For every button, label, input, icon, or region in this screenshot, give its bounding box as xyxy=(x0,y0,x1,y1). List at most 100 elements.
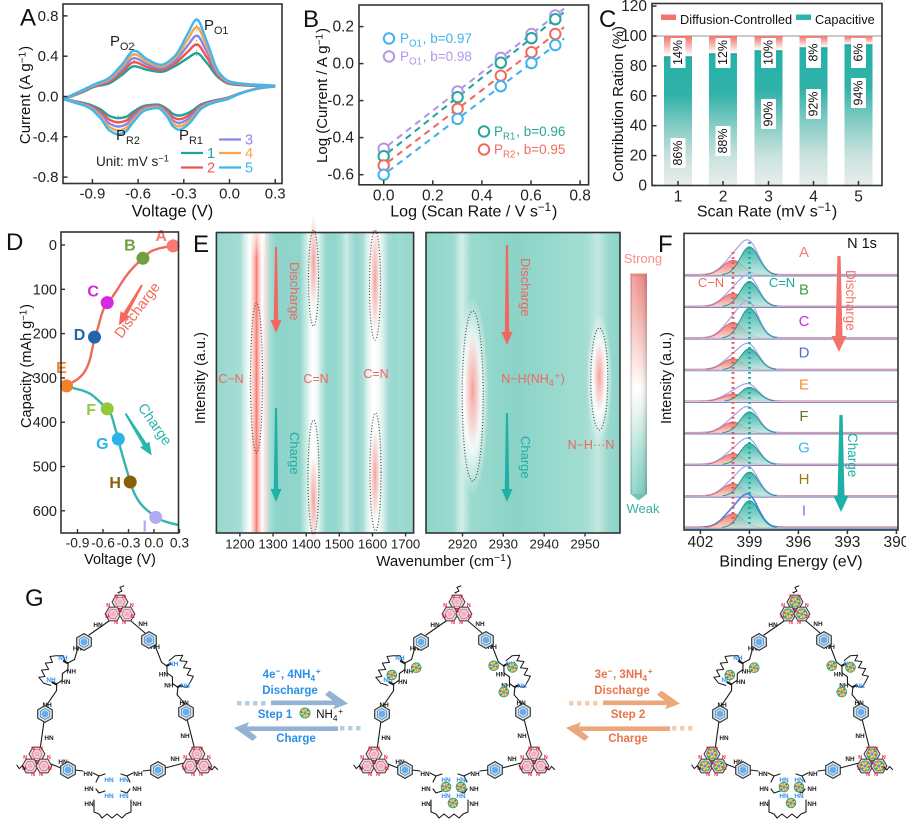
svg-text:HN: HN xyxy=(58,759,68,766)
svg-text:PO2: PO2 xyxy=(110,33,135,53)
svg-text:N: N xyxy=(536,772,540,778)
svg-text:HN: HN xyxy=(119,793,129,800)
svg-text:0.6: 0.6 xyxy=(520,187,542,204)
svg-text:Step 1: Step 1 xyxy=(258,709,293,721)
svg-text:Discharge: Discharge xyxy=(112,280,164,342)
svg-text:2920: 2920 xyxy=(448,537,477,552)
svg-text:399: 399 xyxy=(736,534,762,551)
svg-text:PR1 , b=0.96: PR1 , b=0.96 xyxy=(494,124,565,142)
svg-text:-0.2: -0.2 xyxy=(327,93,354,110)
svg-text:Discharge: Discharge xyxy=(843,270,858,331)
svg-text:-0.8: -0.8 xyxy=(33,169,59,186)
svg-text:HN: HN xyxy=(421,786,431,793)
svg-text:C: C xyxy=(799,313,810,330)
svg-text:H: H xyxy=(799,471,810,488)
svg-text:NH: NH xyxy=(379,702,389,709)
svg-text:2950: 2950 xyxy=(570,537,599,552)
svg-text:N: N xyxy=(698,755,702,761)
svg-text:100: 100 xyxy=(33,282,57,298)
svg-text:Discharge: Discharge xyxy=(518,258,533,317)
svg-text:N: N xyxy=(384,755,388,761)
svg-text:NH: NH xyxy=(469,786,479,793)
svg-text:N: N xyxy=(442,614,446,620)
svg-text:NH: NH xyxy=(826,644,836,651)
svg-text:N: N xyxy=(372,760,376,766)
svg-text:Intensity (a.u.): Intensity (a.u.) xyxy=(659,332,675,424)
svg-text:HN: HN xyxy=(420,771,430,778)
svg-text:C−N: C−N xyxy=(698,275,724,290)
svg-text:0: 0 xyxy=(638,178,647,195)
svg-text:A: A xyxy=(155,228,167,245)
svg-text:I: I xyxy=(142,518,146,535)
svg-text:0.4: 0.4 xyxy=(471,187,493,204)
svg-text:N: N xyxy=(710,760,714,766)
svg-text:120: 120 xyxy=(621,0,647,15)
svg-text:N: N xyxy=(455,608,459,614)
svg-text:Contribution Ration (%): Contribution Ration (%) xyxy=(610,26,627,182)
svg-text:Capacitive: Capacitive xyxy=(815,12,875,27)
svg-text:N: N xyxy=(451,620,455,626)
svg-text:0.0: 0.0 xyxy=(373,187,395,204)
svg-text:Log (Current / A g−1 ): Log (Current / A g−1 ) xyxy=(314,28,331,163)
svg-text:NH: NH xyxy=(46,677,56,684)
svg-text:2: 2 xyxy=(207,161,215,177)
svg-text:Diffusion-Controlled: Diffusion-Controlled xyxy=(680,12,792,27)
svg-text:N: N xyxy=(199,747,203,753)
svg-text:NH: NH xyxy=(517,683,527,690)
svg-text:NH: NH xyxy=(151,644,161,651)
svg-text:14%: 14% xyxy=(671,40,685,65)
svg-text:Charge: Charge xyxy=(518,436,533,479)
svg-text:86%: 86% xyxy=(671,140,685,165)
svg-text:N: N xyxy=(39,772,43,778)
svg-text:NH: NH xyxy=(507,756,517,763)
svg-text:N: N xyxy=(106,603,110,609)
svg-text:NH: NH xyxy=(721,677,731,684)
svg-text:Discharge: Discharge xyxy=(594,685,650,697)
svg-text:N: N xyxy=(376,772,380,778)
svg-text:Voltage (V): Voltage (V) xyxy=(132,203,214,221)
svg-text:D: D xyxy=(6,229,23,256)
svg-text:100: 100 xyxy=(621,28,647,45)
svg-text:A: A xyxy=(20,5,36,32)
svg-text:HN: HN xyxy=(456,777,466,784)
svg-text:E: E xyxy=(193,231,209,258)
svg-text:NH: NH xyxy=(475,621,485,628)
svg-text:-0.6: -0.6 xyxy=(91,536,115,551)
svg-text:3e− , 3NH4 +: 3e− , 3NH4 + xyxy=(595,666,654,683)
svg-text:88%: 88% xyxy=(716,128,730,153)
svg-text:393: 393 xyxy=(834,534,860,551)
svg-text:N: N xyxy=(122,595,126,601)
svg-text:N: N xyxy=(797,595,801,601)
svg-text:5: 5 xyxy=(854,189,863,206)
svg-text:N: N xyxy=(376,747,380,753)
svg-text:N: N xyxy=(35,760,39,766)
svg-text:N: N xyxy=(451,595,455,601)
svg-text:HN: HN xyxy=(84,801,94,808)
svg-text:1500: 1500 xyxy=(325,537,354,552)
svg-text:Charge: Charge xyxy=(134,401,174,449)
svg-text:60: 60 xyxy=(630,88,648,105)
svg-text:NH: NH xyxy=(813,621,823,628)
svg-text:HN: HN xyxy=(179,700,189,707)
svg-text:N: N xyxy=(781,603,785,609)
svg-text:N: N xyxy=(191,747,195,753)
svg-text:N: N xyxy=(31,747,35,753)
svg-text:A: A xyxy=(799,244,809,261)
svg-text:I: I xyxy=(802,503,806,520)
svg-text:N: N xyxy=(199,772,203,778)
svg-text:NH: NH xyxy=(855,733,865,740)
svg-text:N: N xyxy=(805,603,809,609)
svg-text:0.0: 0.0 xyxy=(219,186,240,203)
svg-text:4e− , 4NH4 +: 4e− , 4NH4 + xyxy=(263,666,322,683)
svg-text:F: F xyxy=(658,231,673,258)
svg-text:N: N xyxy=(858,755,862,761)
svg-text:HN: HN xyxy=(61,679,71,686)
svg-text:N: N xyxy=(882,755,886,761)
svg-text:HN: HN xyxy=(104,777,114,784)
svg-text:NH: NH xyxy=(517,733,527,740)
svg-text:3: 3 xyxy=(245,133,253,149)
svg-text:B: B xyxy=(124,237,136,254)
svg-text:N: N xyxy=(714,747,718,753)
svg-text:-0.9: -0.9 xyxy=(79,186,105,203)
svg-text:NH: NH xyxy=(808,771,818,778)
